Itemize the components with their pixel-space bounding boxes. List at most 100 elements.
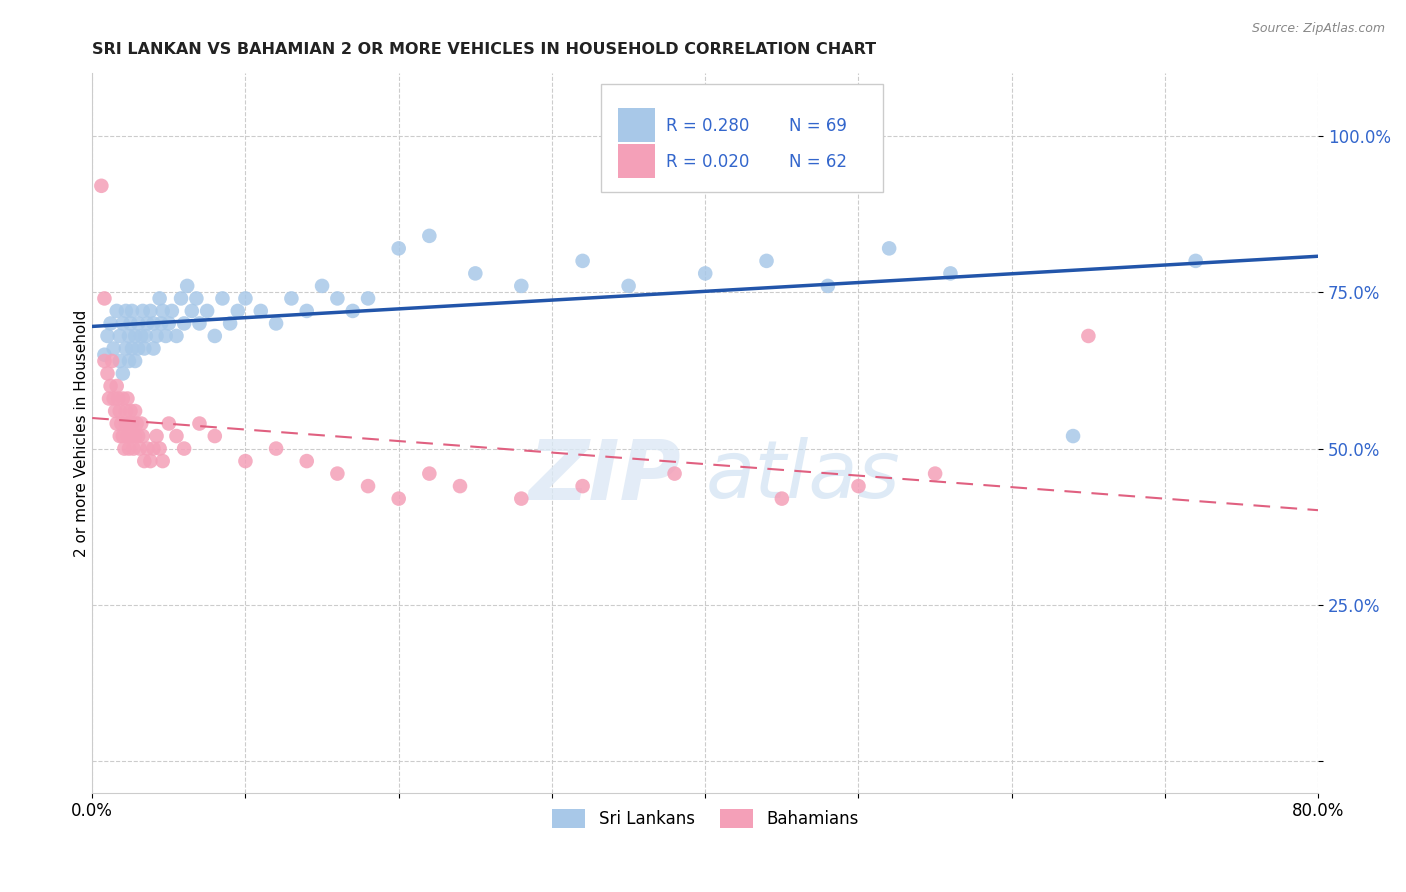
Point — [145, 429, 167, 443]
Point — [115, 404, 138, 418]
Text: Source: ZipAtlas.com: Source: ZipAtlas.com — [1251, 22, 1385, 36]
Point — [418, 467, 440, 481]
FancyBboxPatch shape — [619, 109, 655, 142]
Point — [152, 454, 174, 468]
Text: R = 0.280: R = 0.280 — [666, 117, 749, 135]
Point — [105, 417, 128, 431]
Point — [510, 491, 533, 506]
Point — [195, 304, 218, 318]
Point — [117, 392, 139, 406]
Point — [1077, 329, 1099, 343]
Point — [117, 429, 139, 443]
Point — [127, 342, 149, 356]
Point — [326, 292, 349, 306]
Point — [695, 267, 717, 281]
Text: R = 0.020: R = 0.020 — [666, 153, 749, 170]
Point — [311, 279, 333, 293]
Point — [1062, 429, 1084, 443]
Point — [326, 467, 349, 481]
Point — [848, 479, 870, 493]
Point — [111, 367, 134, 381]
Point — [129, 417, 152, 431]
Point — [105, 304, 128, 318]
Point — [817, 279, 839, 293]
Point — [132, 429, 155, 443]
Point — [93, 348, 115, 362]
Point — [103, 392, 125, 406]
Point — [510, 279, 533, 293]
Point — [122, 442, 145, 456]
Point — [100, 379, 122, 393]
Point — [357, 292, 380, 306]
Point — [121, 342, 143, 356]
Point — [188, 417, 211, 431]
Point — [342, 304, 364, 318]
Point — [166, 429, 188, 443]
Point — [132, 304, 155, 318]
Point — [145, 329, 167, 343]
Point — [134, 342, 156, 356]
Point — [108, 354, 131, 368]
Point — [770, 491, 793, 506]
Point — [295, 454, 318, 468]
Point — [90, 178, 112, 193]
Point — [118, 442, 141, 456]
Point — [111, 392, 134, 406]
Point — [115, 342, 138, 356]
Point — [115, 417, 138, 431]
Point — [139, 304, 162, 318]
Point — [104, 404, 127, 418]
Text: atlas: atlas — [706, 437, 900, 515]
FancyBboxPatch shape — [619, 145, 655, 178]
Point — [142, 442, 165, 456]
Point — [264, 442, 287, 456]
Point — [755, 253, 778, 268]
Y-axis label: 2 or more Vehicles in Household: 2 or more Vehicles in Household — [73, 310, 89, 557]
Point — [103, 342, 125, 356]
Point — [204, 329, 226, 343]
Text: N = 62: N = 62 — [789, 153, 846, 170]
Point — [136, 317, 159, 331]
Point — [226, 304, 249, 318]
Point — [166, 329, 188, 343]
Point — [152, 304, 174, 318]
Point — [249, 304, 271, 318]
Point — [280, 292, 302, 306]
Point — [464, 267, 486, 281]
Point — [111, 429, 134, 443]
Point — [157, 417, 180, 431]
Point — [124, 329, 146, 343]
Point — [121, 417, 143, 431]
Point — [219, 317, 242, 331]
Point — [139, 454, 162, 468]
Point — [664, 467, 686, 481]
Point — [118, 354, 141, 368]
Point — [136, 442, 159, 456]
Point — [142, 317, 165, 331]
Point — [96, 367, 118, 381]
Point — [111, 317, 134, 331]
Point — [1184, 253, 1206, 268]
Point — [617, 279, 640, 293]
Point — [188, 317, 211, 331]
Point — [418, 228, 440, 243]
Point — [924, 467, 946, 481]
Point — [93, 292, 115, 306]
Point — [211, 292, 233, 306]
Text: SRI LANKAN VS BAHAMIAN 2 OR MORE VEHICLES IN HOUSEHOLD CORRELATION CHART: SRI LANKAN VS BAHAMIAN 2 OR MORE VEHICLE… — [93, 42, 876, 57]
Point — [235, 292, 257, 306]
Point — [127, 317, 149, 331]
Point — [155, 329, 177, 343]
Point — [128, 442, 150, 456]
Point — [149, 442, 172, 456]
Point — [118, 417, 141, 431]
Point — [120, 429, 142, 443]
Point — [149, 292, 172, 306]
Point — [125, 417, 148, 431]
Point — [176, 279, 198, 293]
Point — [160, 304, 183, 318]
Point — [120, 404, 142, 418]
Text: N = 69: N = 69 — [789, 117, 846, 135]
Point — [449, 479, 471, 493]
Point — [264, 317, 287, 331]
